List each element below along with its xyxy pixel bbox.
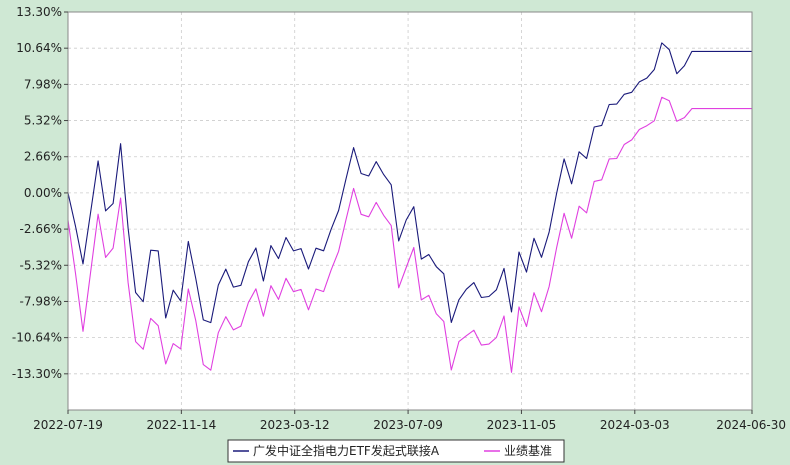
axes — [67, 11, 753, 411]
x-tick-label-5: 2024-03-03 — [600, 418, 670, 432]
y-tick-label-7: -5.32% — [20, 258, 62, 272]
series-line-benchmark — [67, 96, 752, 373]
grid-lines — [67, 11, 753, 410]
y-tick-label-0: 13.30% — [16, 5, 62, 19]
x-tick-label-6: 2024-06-30 — [716, 418, 786, 432]
legend-box — [227, 439, 565, 463]
series-line-fund — [67, 42, 752, 324]
y-tick-label-3: 5.32% — [24, 114, 62, 128]
plot-area — [68, 12, 752, 410]
y-tick-label-1: 10.64% — [16, 41, 62, 55]
series-layer — [67, 42, 752, 373]
y-tick-label-8: -7.98% — [20, 294, 62, 308]
y-tick-labels: 13.30% 10.64% 7.98% 5.32% 2.66% 0.00% -2.66% -5… — [12, 5, 68, 381]
legend: 广发中证全指电力ETF发起式联接A 业绩基准 — [227, 439, 565, 463]
y-tick-label-4: 2.66% — [24, 150, 62, 164]
plot-border — [67, 11, 753, 411]
x-tick-label-4: 2023-11-05 — [487, 418, 557, 432]
x-tick-label-2: 2023-03-12 — [260, 418, 330, 432]
x-tick-label-3: 2023-07-09 — [373, 418, 443, 432]
y-tick-label-2: 7.98% — [24, 77, 62, 91]
x-tick-label-1: 2022-11-14 — [146, 418, 216, 432]
y-tick-label-9: -10.64% — [12, 331, 62, 345]
x-tick-labels: 2022-07-19 2022-11-14 2023-03-12 2023-07-09… — [33, 410, 786, 432]
legend-label-fund: 广发中证全指电力ETF发起式联接A — [253, 443, 440, 458]
x-tick-label-0: 2022-07-19 — [33, 418, 103, 432]
y-tick-label-5: 0.00% — [24, 186, 62, 200]
y-tick-label-6: -2.66% — [20, 222, 62, 236]
legend-label-benchmark: 业绩基准 — [504, 444, 552, 458]
y-tick-label-10: -13.30% — [12, 367, 62, 381]
